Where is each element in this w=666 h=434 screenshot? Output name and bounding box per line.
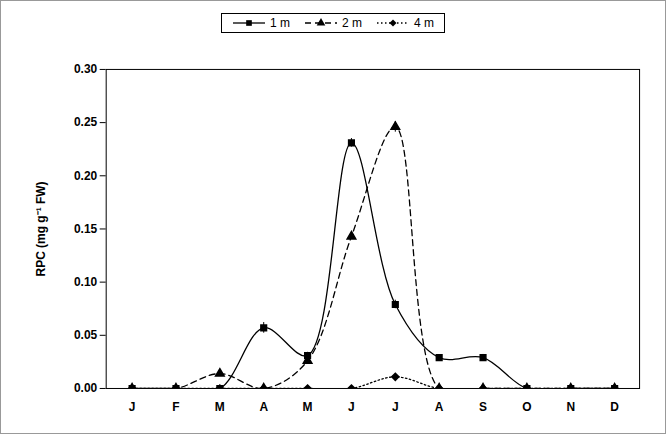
svg-text:RPC (mg g⁻¹ FW): RPC (mg g⁻¹ FW) — [34, 181, 48, 276]
svg-text:0.15: 0.15 — [74, 222, 98, 236]
html-text:4 m: 4 m — [414, 16, 434, 30]
svg-text:J: J — [392, 400, 399, 414]
svg-text:A: A — [259, 400, 268, 414]
svg-text:0.25: 0.25 — [74, 115, 98, 129]
svg-text:M: M — [303, 400, 313, 414]
svg-text:0.00: 0.00 — [74, 381, 98, 395]
svg-text:0.30: 0.30 — [74, 62, 98, 76]
svg-text:J: J — [348, 400, 355, 414]
svg-text:A: A — [435, 400, 444, 414]
svg-text:F: F — [172, 400, 179, 414]
svg-text:M: M — [215, 400, 225, 414]
svg-text:N: N — [566, 400, 575, 414]
svg-text:0.20: 0.20 — [74, 169, 98, 183]
html-text:2 m: 2 m — [342, 16, 362, 30]
svg-text:J: J — [129, 400, 136, 414]
svg-text:S: S — [479, 400, 487, 414]
svg-text:0.05: 0.05 — [74, 328, 98, 342]
svg-text:O: O — [522, 400, 531, 414]
svg-text:0.10: 0.10 — [74, 275, 98, 289]
svg-text:D: D — [610, 400, 619, 414]
html-text:1 m: 1 m — [270, 16, 290, 30]
